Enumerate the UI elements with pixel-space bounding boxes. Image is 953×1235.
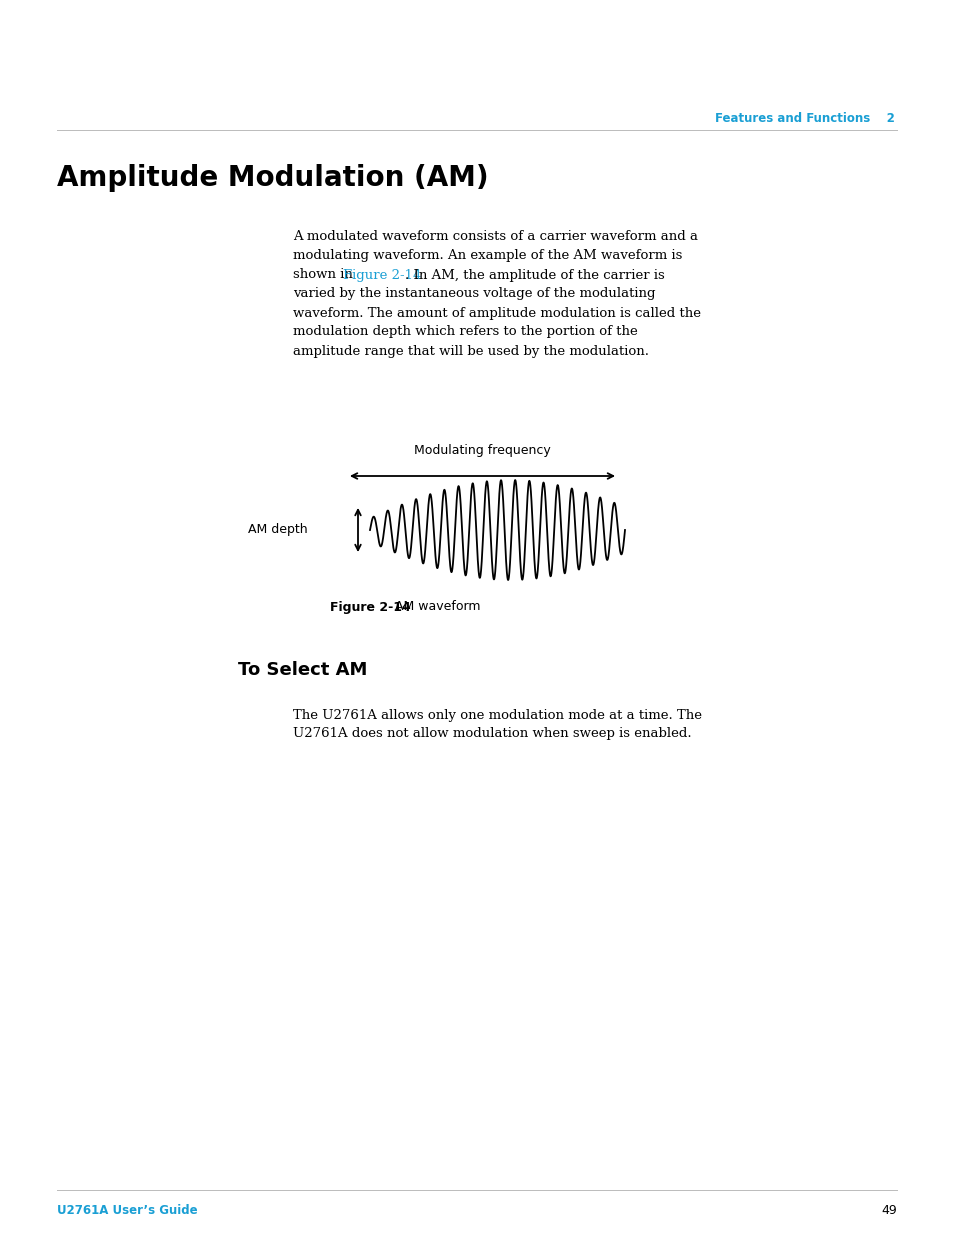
Text: Figure 2-14: Figure 2-14 [330, 600, 411, 614]
Text: AM waveform: AM waveform [387, 600, 480, 614]
Text: . In AM, the amplitude of the carrier is: . In AM, the amplitude of the carrier is [405, 268, 664, 282]
Text: shown in: shown in [293, 268, 356, 282]
Text: amplitude range that will be used by the modulation.: amplitude range that will be used by the… [293, 345, 648, 357]
Text: AM depth: AM depth [248, 524, 307, 536]
Text: modulating waveform. An example of the AM waveform is: modulating waveform. An example of the A… [293, 249, 681, 263]
Text: Features and Functions    2: Features and Functions 2 [715, 111, 894, 125]
Text: The U2761A allows only one modulation mode at a time. The: The U2761A allows only one modulation mo… [293, 709, 701, 721]
Text: 49: 49 [881, 1203, 896, 1216]
Text: Figure 2-14: Figure 2-14 [343, 268, 421, 282]
Text: A modulated waveform consists of a carrier waveform and a: A modulated waveform consists of a carri… [293, 231, 698, 243]
Text: waveform. The amount of amplitude modulation is called the: waveform. The amount of amplitude modula… [293, 306, 700, 320]
Text: Modulating frequency: Modulating frequency [414, 445, 550, 457]
Text: modulation depth which refers to the portion of the: modulation depth which refers to the por… [293, 326, 638, 338]
Text: U2761A does not allow modulation when sweep is enabled.: U2761A does not allow modulation when sw… [293, 727, 691, 741]
Text: U2761A User’s Guide: U2761A User’s Guide [57, 1203, 197, 1216]
Text: Amplitude Modulation (AM): Amplitude Modulation (AM) [57, 164, 488, 191]
Text: varied by the instantaneous voltage of the modulating: varied by the instantaneous voltage of t… [293, 288, 655, 300]
Text: To Select AM: To Select AM [237, 661, 367, 679]
